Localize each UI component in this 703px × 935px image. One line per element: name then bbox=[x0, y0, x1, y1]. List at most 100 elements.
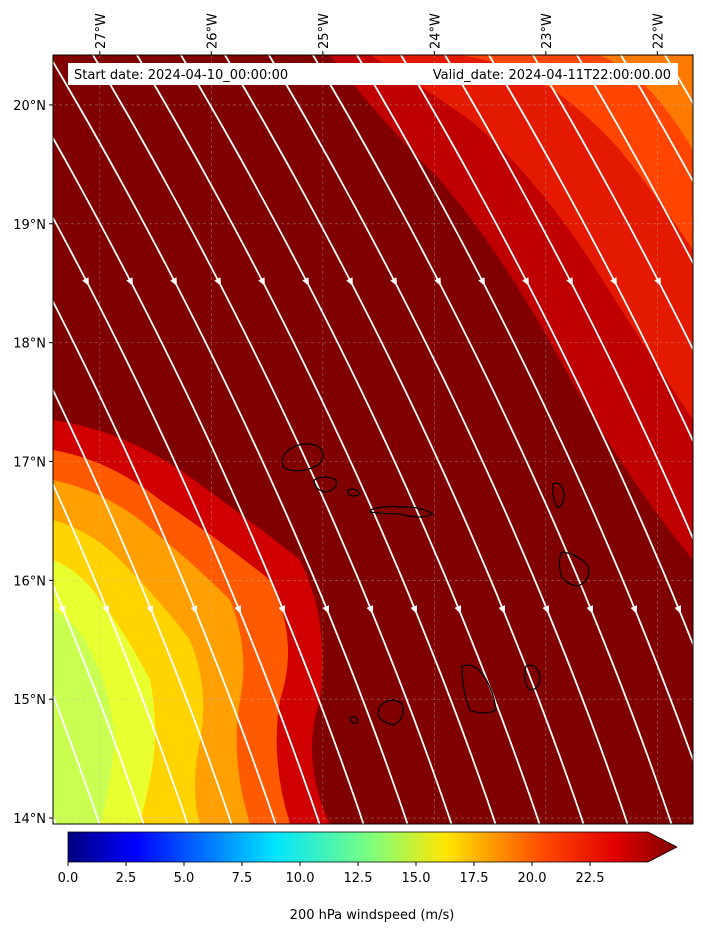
streamline bbox=[53, 482, 189, 824]
start-date-label: Start date: 2024-04-10_00:00:00 bbox=[74, 68, 288, 83]
streamline bbox=[53, 692, 101, 824]
lon-tick-label: 27°W bbox=[94, 13, 109, 49]
streamline bbox=[399, 55, 693, 647]
streamline bbox=[53, 583, 145, 824]
colorbar-tick-labels: 0.0 2.5 5.0 7.5 10.0 12.5 15.0 17.5 20.0 22.5 bbox=[58, 862, 605, 886]
streamline-arrow bbox=[478, 277, 485, 286]
lat-tick-label: 15°N bbox=[13, 693, 46, 708]
date-label-box bbox=[68, 63, 678, 85]
streamline bbox=[575, 55, 693, 265]
lon-tick-label: 25°W bbox=[317, 13, 332, 49]
map-frame bbox=[52, 54, 694, 825]
island-sal bbox=[552, 482, 565, 509]
streamline bbox=[619, 55, 693, 184]
colorbar-tick-label: 15.0 bbox=[402, 871, 431, 886]
streamline-arrow bbox=[390, 277, 397, 286]
colorbar-tick-label: 2.5 bbox=[116, 871, 137, 886]
streamline-arrow bbox=[610, 277, 617, 286]
streamline bbox=[443, 55, 693, 541]
streamline bbox=[267, 55, 629, 824]
streamline-arrow bbox=[234, 605, 242, 614]
island-santo-antao bbox=[281, 443, 324, 472]
colorbar-tick-label: 0.0 bbox=[58, 871, 79, 886]
island-brava bbox=[349, 716, 359, 724]
streamline bbox=[53, 299, 277, 824]
lon-tick-label: 22°W bbox=[651, 13, 666, 49]
streamline-arrow bbox=[542, 605, 550, 614]
streamline-arrow bbox=[498, 605, 506, 614]
longitude-tick-labels: 27°W 26°W 25°W 24°W 23°W 22°W bbox=[94, 13, 666, 55]
streamline bbox=[53, 136, 365, 824]
latitude-tick-labels: 20°N 19°N 18°N 17°N 16°N 15°N 14°N bbox=[13, 99, 53, 827]
streamline-arrow bbox=[366, 605, 374, 614]
streamline-arrow bbox=[586, 605, 594, 614]
streamline-arrow bbox=[630, 605, 638, 614]
map-gridlines bbox=[53, 55, 693, 824]
streamline-arrow bbox=[278, 605, 286, 614]
streamline bbox=[91, 55, 453, 824]
colorbar-tick-label: 7.5 bbox=[232, 871, 253, 886]
island-santa-luzia bbox=[347, 488, 361, 497]
lat-tick-label: 14°N bbox=[13, 812, 46, 827]
streamline bbox=[487, 55, 693, 443]
streamline-arrow bbox=[38, 277, 48, 287]
lon-tick-label: 24°W bbox=[428, 13, 443, 49]
colorbar: 0.0 2.5 5.0 7.5 10.0 12.5 15.0 17.5 20.0 22.5 200… bbox=[58, 831, 678, 923]
streamline-arrow bbox=[434, 277, 441, 286]
lat-tick-label: 18°N bbox=[13, 337, 46, 352]
island-maio bbox=[524, 664, 541, 691]
streamline-arrow bbox=[82, 277, 89, 286]
island-santiago bbox=[461, 664, 497, 714]
streamline-arrow bbox=[522, 277, 529, 286]
streamline-arrow bbox=[322, 605, 330, 614]
streamline bbox=[135, 55, 497, 824]
streamline-arrow bbox=[15, 605, 24, 615]
island-boa-vista bbox=[558, 551, 590, 587]
wind-streamlines bbox=[0, 40, 703, 860]
lon-tick-label: 26°W bbox=[205, 13, 220, 49]
streamline bbox=[311, 55, 673, 824]
lon-tick-label: 23°W bbox=[540, 13, 555, 49]
colorbar-label: 200 hPa windspeed (m/s) bbox=[290, 908, 455, 923]
windspeed-field bbox=[53, 55, 693, 824]
streamline bbox=[531, 55, 693, 352]
colorbar-tick-label: 20.0 bbox=[518, 871, 547, 886]
streamline bbox=[223, 55, 585, 824]
lat-tick-label: 20°N bbox=[13, 99, 46, 114]
colorbar-tick-label: 17.5 bbox=[460, 871, 489, 886]
streamline bbox=[355, 55, 693, 763]
island-fogo bbox=[377, 699, 404, 726]
streamline-arrow bbox=[258, 277, 265, 286]
streamline-arrow bbox=[102, 605, 110, 614]
island-sao-nicolau bbox=[369, 505, 435, 518]
island-sao-vicente bbox=[313, 476, 337, 493]
lat-tick-label: 17°N bbox=[13, 455, 46, 470]
streamline-arrow bbox=[346, 277, 353, 286]
colorbar-tick-label: 12.5 bbox=[344, 871, 373, 886]
colorbar-tick-label: 10.0 bbox=[286, 871, 315, 886]
colorbar-tick-label: 22.5 bbox=[576, 871, 605, 886]
streamline-arrow bbox=[698, 277, 703, 287]
streamline-arrow bbox=[0, 277, 4, 287]
streamline-arrow bbox=[190, 605, 198, 614]
streamline bbox=[53, 60, 409, 824]
streamline bbox=[0, 40, 24, 860]
streamline-arrow bbox=[674, 605, 682, 614]
streamline-arrow bbox=[654, 277, 661, 286]
streamline-arrow bbox=[214, 277, 221, 286]
streamline-arrow bbox=[454, 605, 462, 614]
streamline-arrow bbox=[410, 605, 418, 614]
streamline-arrow bbox=[566, 277, 573, 286]
streamline-arrow bbox=[126, 277, 133, 286]
streamline-arrow bbox=[58, 605, 66, 614]
streamline-arrow bbox=[146, 605, 154, 614]
colorbar-bar bbox=[67, 831, 678, 863]
streamline-arrow bbox=[302, 277, 309, 286]
lat-tick-label: 19°N bbox=[13, 218, 46, 233]
valid-date-label: Valid_date: 2024-04-11T22:00:00.00 bbox=[433, 68, 671, 83]
streamline bbox=[179, 55, 541, 824]
island-outlines bbox=[281, 443, 590, 726]
lat-tick-label: 16°N bbox=[13, 574, 46, 589]
streamline-arrow bbox=[170, 277, 177, 286]
